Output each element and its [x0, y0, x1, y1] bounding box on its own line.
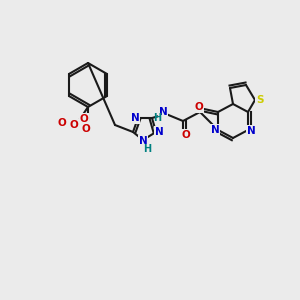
Text: H: H [153, 113, 161, 123]
Text: N: N [139, 136, 147, 146]
Text: N: N [211, 125, 219, 135]
Text: O: O [182, 130, 190, 140]
Text: N: N [130, 113, 140, 123]
Text: N: N [154, 127, 164, 137]
Text: O: O [58, 118, 66, 128]
Text: H: H [143, 144, 151, 154]
Text: N: N [247, 126, 255, 136]
Text: S: S [256, 95, 264, 105]
Text: O: O [70, 120, 78, 130]
Text: O: O [195, 102, 203, 112]
Text: O: O [82, 124, 90, 134]
Text: O: O [80, 114, 88, 124]
Text: N: N [159, 107, 167, 117]
